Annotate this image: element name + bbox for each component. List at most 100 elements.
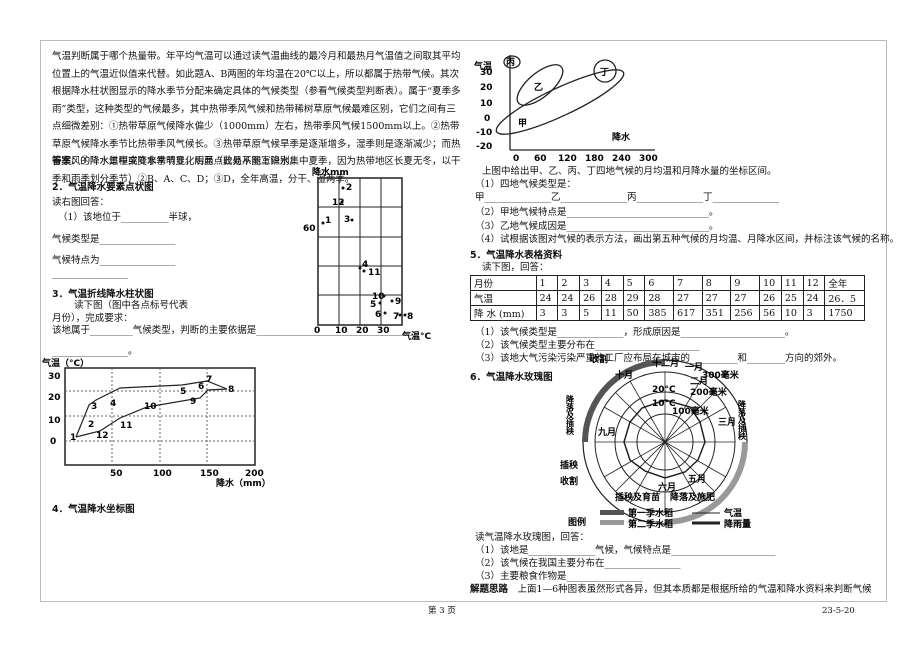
rose-label: 插秧及育苗 bbox=[615, 491, 660, 503]
point-label: 6 bbox=[198, 382, 204, 392]
rose-label: 一月 bbox=[685, 362, 703, 373]
table-cell: 28 bbox=[644, 290, 675, 306]
tick-label: 0 bbox=[50, 437, 56, 447]
line: 读气温降水玫瑰图，回答： bbox=[475, 532, 590, 543]
table-cell: 全年 bbox=[824, 275, 865, 291]
legend-item: 第一季水稻 bbox=[628, 507, 673, 519]
point-label: 5 bbox=[370, 300, 376, 310]
shape bbox=[317, 177, 403, 326]
tick-label: 240 bbox=[612, 154, 631, 164]
table-cell: 月份 bbox=[470, 275, 537, 291]
rose-label: 20°C bbox=[652, 385, 676, 395]
table-cell: 2 bbox=[557, 275, 581, 291]
legend-item: 气温 bbox=[723, 507, 742, 519]
shape bbox=[495, 69, 625, 135]
tick-label: 20 bbox=[48, 393, 61, 403]
tick-label: 30 bbox=[48, 372, 61, 382]
tick-label: -10 bbox=[476, 128, 492, 138]
rose-label: 收割 bbox=[590, 353, 608, 365]
table-cell: 24 bbox=[557, 290, 581, 306]
shape bbox=[495, 55, 655, 151]
line: 上图中给出甲、乙、丙、丁四地气候的月均温和月降水量的坐标区间。 bbox=[482, 166, 777, 177]
rose-label: 收割 bbox=[560, 475, 578, 487]
scatter-figure: 降水mm 气温°C 60 0 10 20 30 2 12 1 3 4 11 10… bbox=[303, 166, 432, 342]
point-label: 1 bbox=[70, 433, 76, 443]
shape bbox=[321, 186, 407, 317]
shape bbox=[341, 186, 345, 190]
point-label: 9 bbox=[395, 297, 401, 307]
tick-label: 180 bbox=[585, 154, 604, 164]
rose-label: 十二月 bbox=[652, 357, 679, 369]
heading: 2．气温降水要素点状图 bbox=[52, 182, 154, 193]
point-label: 11 bbox=[120, 421, 133, 431]
table-cell: 29 bbox=[622, 290, 646, 306]
tick-label: -20 bbox=[476, 142, 492, 152]
legend-item: 第二季水稻 bbox=[628, 518, 673, 530]
line: 气候特点为________________ bbox=[52, 255, 176, 266]
shape bbox=[350, 218, 354, 222]
tick-label: 60 bbox=[534, 154, 547, 164]
tick-label: 0 bbox=[484, 114, 490, 124]
point-label: 2 bbox=[346, 183, 352, 193]
table-cell: 27 bbox=[673, 290, 703, 306]
answer: 答案：①降水集中或降水季节变化明显（此处不能写降水集中夏季，因为热带地区长夏无冬… bbox=[52, 153, 462, 188]
tick-label: 10 bbox=[335, 326, 348, 336]
rose-label: 三月 bbox=[718, 417, 736, 428]
tick-label: 50 bbox=[110, 469, 123, 479]
point-label: 12 bbox=[332, 198, 345, 208]
shape bbox=[503, 55, 521, 69]
shape bbox=[75, 380, 228, 438]
table-cell: 3 bbox=[557, 305, 581, 321]
rose-label: 九月 bbox=[597, 426, 616, 438]
data-table: 月份 1 2 3 4 5 6 7 8 9 10 11 12 全年 气温 24 24 26 28 29 28 27 27 27 2… bbox=[470, 275, 865, 321]
rose-label: 降落及施肥 bbox=[670, 491, 715, 503]
axis-label: 气温 bbox=[473, 60, 492, 72]
point-label: 4 bbox=[110, 399, 116, 409]
shape bbox=[623, 399, 706, 479]
rose-label: 插秧 bbox=[560, 459, 579, 471]
shape bbox=[378, 301, 382, 305]
table-cell: 8 bbox=[701, 275, 732, 291]
table-cell: 气温 bbox=[470, 290, 537, 306]
table-cell: 50 bbox=[622, 305, 646, 321]
tick-label: 20 bbox=[480, 83, 493, 93]
legend-title: 图例 bbox=[568, 516, 586, 528]
shape bbox=[403, 313, 407, 317]
table-cell: 12 bbox=[802, 275, 826, 291]
table-cell: 617 bbox=[673, 305, 703, 321]
rose-figure: 收割 十二月 一月 十月 二月 300毫米 20°C 200毫米 10°C 10… bbox=[560, 353, 751, 530]
axis-label: 降水mm bbox=[312, 166, 349, 178]
point-label: 11 bbox=[368, 268, 381, 278]
table-cell: 5 bbox=[622, 275, 646, 291]
rose-label: 100毫米 bbox=[672, 405, 710, 417]
table-row: 月份 1 2 3 4 5 6 7 8 9 10 11 12 全年 bbox=[470, 275, 865, 291]
point-label: 3 bbox=[344, 215, 350, 225]
table-cell: 5 bbox=[579, 305, 602, 321]
line: （1）该气候类型是______________，形成原因是___________… bbox=[475, 327, 795, 338]
line: 读下图（图中各点标号代表 bbox=[74, 300, 189, 311]
line: （3）主要粮食作物是________________ bbox=[475, 571, 643, 582]
shape bbox=[321, 221, 325, 225]
tick-label: 20 bbox=[356, 326, 369, 336]
table-cell: 1750 bbox=[824, 305, 865, 321]
point-label: 5 bbox=[180, 387, 186, 397]
rose-label: 300毫米 bbox=[702, 369, 740, 381]
table-cell: 26 bbox=[579, 290, 602, 306]
shape bbox=[362, 269, 366, 273]
shape bbox=[383, 311, 387, 315]
table-cell: 9 bbox=[730, 275, 761, 291]
shape bbox=[390, 299, 394, 303]
legend-item: 降雨量 bbox=[724, 518, 751, 530]
region-figure: 气温 30 20 10 0 -10 -20 0 60 120 180 240 3… bbox=[473, 55, 658, 164]
shape bbox=[582, 359, 666, 443]
line-figure: 气温（°C） 30 20 10 0 50 100 150 200 降水（mm） … bbox=[41, 358, 270, 489]
tick-label: 60 bbox=[303, 224, 316, 234]
table-cell: 10 bbox=[759, 275, 782, 291]
line: 甲______________乙______________丙_________… bbox=[475, 192, 780, 203]
frame bbox=[40, 40, 887, 602]
point-label: 8 bbox=[407, 312, 413, 322]
region-label: 乙 bbox=[534, 82, 543, 93]
region-label: 甲 bbox=[518, 118, 527, 129]
point-label: 7 bbox=[393, 312, 399, 322]
point-label: 8 bbox=[228, 385, 234, 395]
